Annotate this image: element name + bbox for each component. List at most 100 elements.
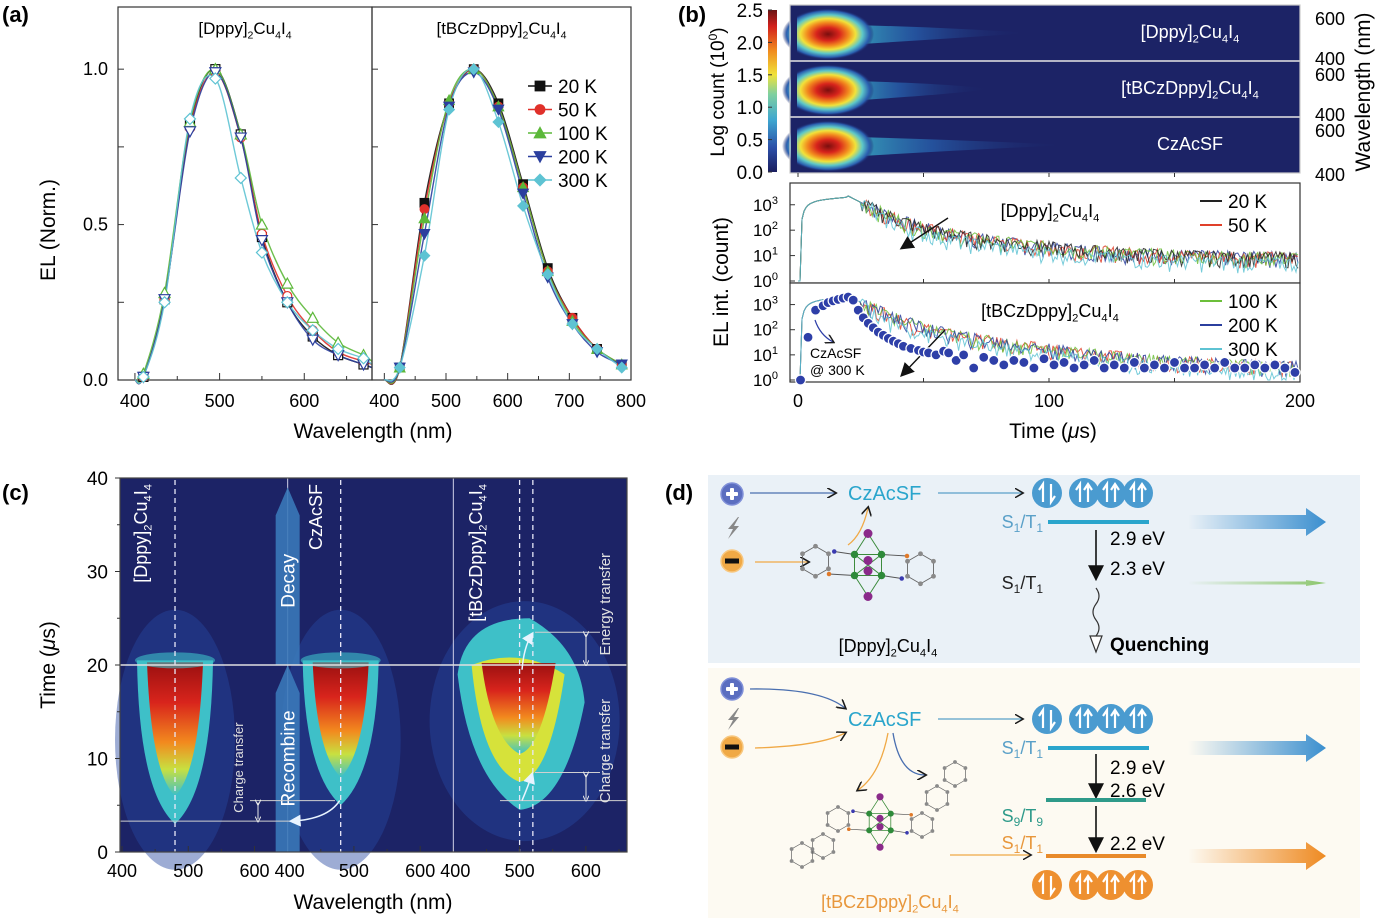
data-point-diamond — [331, 342, 345, 356]
spin-down-arrow — [1049, 484, 1056, 506]
carbon-atom — [800, 566, 805, 572]
subscript: 2 — [522, 29, 528, 41]
legend-label: 300 K — [558, 171, 608, 192]
orange-emission-arrow — [1188, 842, 1326, 870]
heatmap-frame — [789, 4, 1301, 174]
data-point-diamond — [306, 323, 320, 337]
copper-atom — [866, 810, 873, 817]
subscript: 1 — [1014, 842, 1021, 856]
spin-up-arrow — [1102, 706, 1109, 728]
right-axis-title: Wavelength (nm) — [1352, 12, 1375, 171]
spin-circle — [1069, 704, 1099, 734]
x-tick-label: 0 — [793, 391, 803, 411]
data-point-diamond — [533, 173, 547, 187]
reference-data-point — [950, 354, 962, 367]
colorbar-title: Log count (100) — [706, 27, 729, 156]
reference-data-point — [802, 331, 814, 343]
subscript: 1 — [1014, 747, 1021, 761]
formula-part: [Dppy] — [839, 636, 891, 656]
formula-part: [tBCzDppy] — [436, 19, 522, 38]
level-part: /T — [1020, 573, 1036, 593]
level-part: S — [1002, 806, 1014, 826]
carbon-atom — [905, 573, 910, 579]
energy-value: 2.2 eV — [1110, 834, 1165, 855]
x-tick-label: 600 — [289, 391, 319, 411]
data-point-triangle-up — [306, 311, 320, 323]
lower-level-label: S1/T1 — [1002, 833, 1044, 856]
reference-data-point — [1239, 362, 1251, 374]
spin-circle — [1032, 478, 1062, 508]
tick-exponent: 1 — [772, 246, 778, 258]
data-point-diamond — [615, 361, 628, 374]
iodine-atom — [876, 843, 884, 851]
y-tick-label: 0.5 — [83, 215, 108, 235]
reference-data-point — [1128, 356, 1140, 369]
x-tick-label: 500 — [339, 861, 369, 881]
plus-bar — [730, 683, 734, 695]
decay-arrow — [275, 487, 300, 665]
ligand-bonds — [828, 551, 908, 579]
subscript: 4 — [275, 29, 281, 41]
reference-data-point — [958, 349, 970, 361]
x-tick-label: 500 — [505, 861, 535, 881]
subplot-label: [tBCzDppy]2Cu4I4 — [466, 484, 490, 622]
subscript: 4 — [941, 904, 947, 916]
carbon-atom — [800, 841, 804, 845]
reference-data-point — [1199, 359, 1211, 371]
subscript: 4 — [143, 495, 155, 501]
data-point-square — [534, 80, 546, 92]
colorbar-tick-label: 1.0 — [737, 98, 763, 119]
tick-base: 10 — [753, 321, 772, 340]
electron-minus-icon — [720, 549, 744, 573]
subscript: 4 — [550, 29, 556, 41]
right-tick-label: 600 — [1315, 65, 1345, 85]
data-point-triangle-down — [492, 104, 505, 116]
pre-pulse-region — [791, 118, 797, 172]
copper-atom — [887, 810, 894, 817]
spin-parallel-icon — [1069, 870, 1099, 900]
decay-label: Decay — [279, 553, 300, 607]
y-axis-title: Time (μs) — [37, 621, 60, 709]
colorbar-title-part: ) — [708, 27, 729, 33]
carbon-atom — [810, 838, 815, 842]
formula-part: Cu — [1078, 301, 1101, 321]
y-tick-label: 40 — [87, 469, 108, 490]
x-tick-label: 500 — [173, 861, 203, 881]
data-point-diamond — [183, 112, 197, 126]
molecule-structure-icon — [800, 529, 936, 601]
quenching-label: Quenching — [1110, 635, 1209, 656]
carbon-atom — [813, 543, 818, 549]
panel-a-ylabel: EL (Norm.) — [37, 179, 60, 281]
emission-hotspot — [782, 8, 874, 60]
tick-base: 10 — [753, 371, 772, 390]
middle-level-label: S9/T9 — [1002, 806, 1044, 829]
level-part: S — [1002, 738, 1014, 758]
subscript: 2 — [912, 904, 918, 916]
carbon-atom — [924, 790, 929, 794]
scheme-background — [708, 668, 1360, 918]
carbon-atom — [831, 850, 836, 854]
subscript: 4 — [1082, 213, 1088, 225]
colorbar-tick-label: 1.5 — [737, 66, 763, 87]
level-part: /T — [1020, 512, 1036, 532]
iodine-atom — [876, 793, 884, 801]
carbon-atom — [918, 551, 923, 557]
spin-paired-icon — [1032, 870, 1062, 900]
carbon-atom — [905, 558, 910, 564]
decay-tail — [840, 136, 1070, 158]
lightning-bolt-icon — [728, 517, 739, 539]
spin-parallel-icon — [1096, 870, 1126, 900]
reference-data-point — [988, 354, 1000, 367]
formula-part: [tBCzDppy] — [1121, 78, 1212, 98]
spin-parallel-icon — [1123, 478, 1153, 508]
y-tick-label: 101 — [753, 246, 778, 266]
formula-part: I — [1228, 22, 1233, 42]
subscript: 4 — [1101, 313, 1107, 325]
data-point-triangle-down — [533, 151, 547, 164]
energy-transfer-label: Energy transfer — [597, 553, 614, 656]
reference-data-point — [1108, 359, 1120, 371]
carbon-atom — [930, 817, 935, 821]
y-axis-title: EL int. (count) — [710, 217, 733, 347]
spin-circle — [1069, 870, 1099, 900]
